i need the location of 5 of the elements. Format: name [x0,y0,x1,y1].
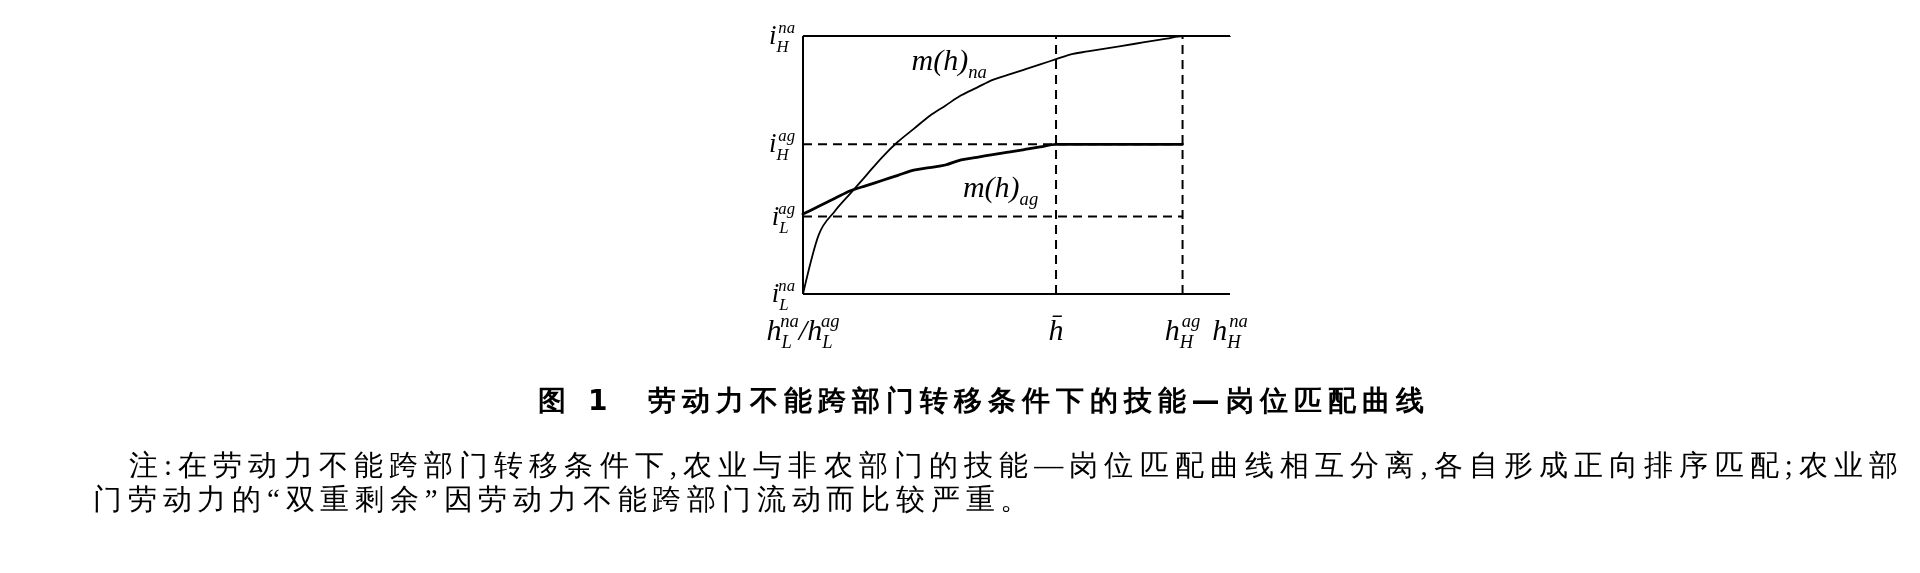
series-label: m(h)$_{ag}$ [962,170,1039,210]
series-label: m(h)$_{na}$ [911,42,987,83]
x-tick-label: h̄ [1048,313,1064,346]
text: 注:在劳动力不能跨部门转移条件下,农业与非农部门的技能—岗位匹配曲线相互分离,各自形成正向排序匹配;农业部门劳动力的“双重剩余”因劳动力不能跨部门流动而比较严重。 [93,448,1904,516]
text: 图 1 劳动力不能跨部门转移条件下的技能—岗位匹配曲线 [537,384,1431,418]
